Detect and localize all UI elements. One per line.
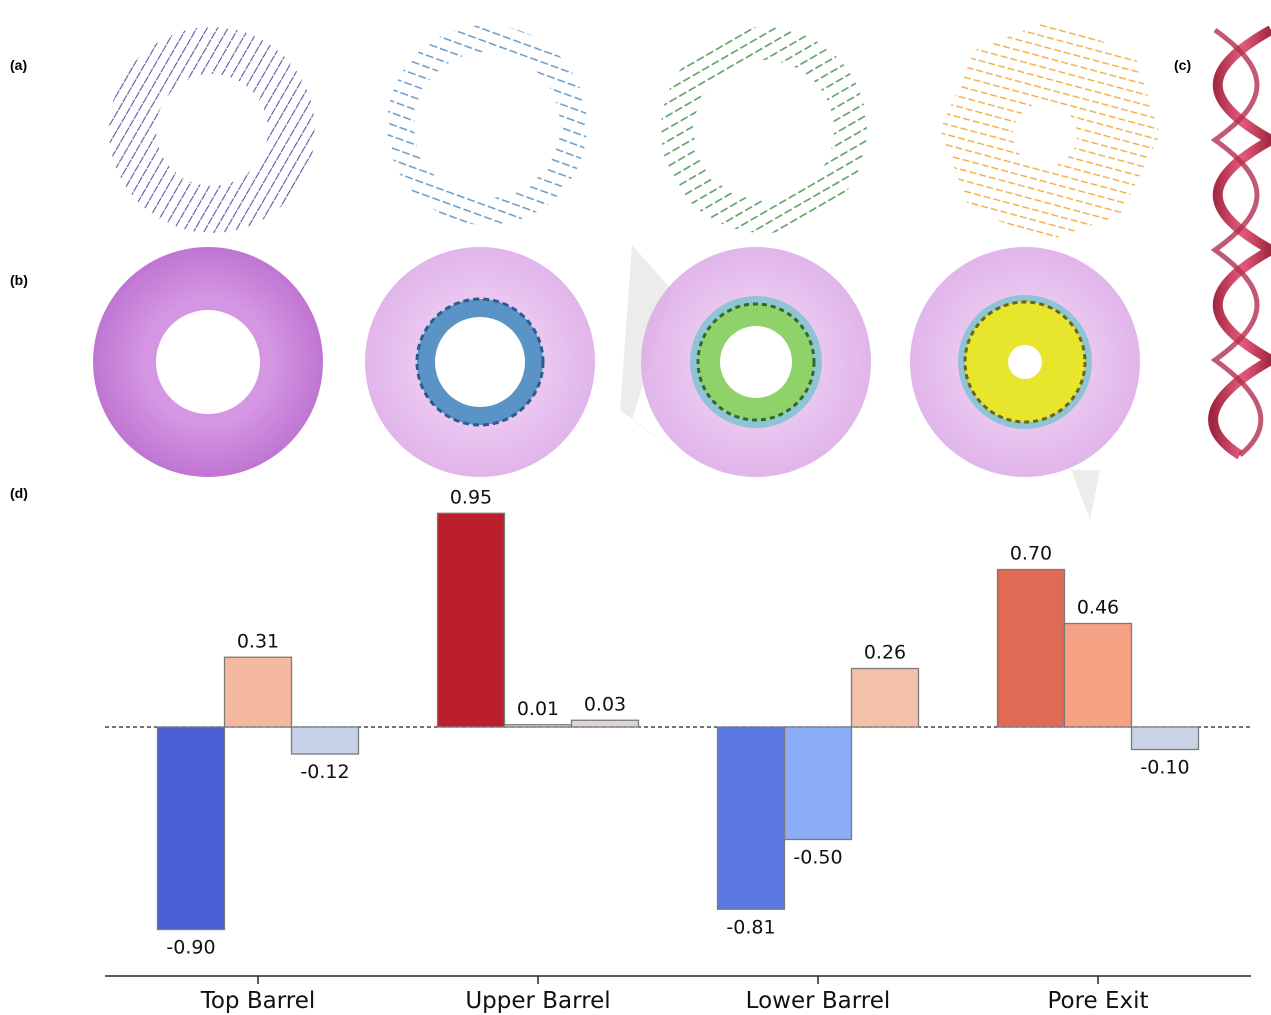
- value-label-lower-barrel-3: 0.26: [864, 642, 906, 664]
- bar-top-barrel-1: [156, 726, 226, 931]
- surface-pore-exit: [910, 247, 1140, 520]
- bar-upper-barrel-3: [570, 719, 640, 728]
- category-label-upper-barrel: Upper Barrel: [465, 988, 610, 1014]
- bar-top-barrel-2: [223, 656, 293, 728]
- category-label-pore-exit: Pore Exit: [1047, 988, 1148, 1014]
- panel-label-c: (c): [1174, 57, 1192, 73]
- panel-b-surfaces: [93, 245, 1140, 520]
- value-label-top-barrel-3: -0.12: [300, 761, 349, 783]
- bar-top-barrel-3: [290, 726, 360, 755]
- panel-label-d: (d): [10, 485, 28, 501]
- surface-upper-barrel: [365, 247, 595, 477]
- bar-lower-barrel-2: [783, 726, 853, 841]
- panel-label-a: (a): [10, 57, 28, 73]
- bar-lower-barrel-1: [716, 726, 786, 910]
- surface-top-barrel: [93, 247, 323, 477]
- vector-ring-lower-barrel: [661, 27, 867, 233]
- bar-pore-exit-1: [996, 568, 1066, 728]
- value-label-pore-exit-3: -0.10: [1140, 757, 1189, 779]
- value-label-pore-exit-1: 0.70: [1010, 543, 1052, 565]
- value-label-lower-barrel-2: -0.50: [793, 847, 842, 869]
- bar-pore-exit-3: [1130, 726, 1200, 751]
- value-label-upper-barrel-1: 0.95: [450, 486, 492, 508]
- surface-lower-barrel: [620, 245, 871, 477]
- panel-a-vector-fields: [109, 20, 1160, 240]
- value-label-top-barrel-2: 0.31: [237, 630, 279, 652]
- bar-lower-barrel-3: [850, 667, 920, 728]
- vector-ring-upper-barrel: [387, 25, 587, 225]
- category-label-top-barrel: Top Barrel: [200, 988, 316, 1014]
- panel-c-helix: [1208, 25, 1271, 460]
- value-label-upper-barrel-3: 0.03: [584, 693, 626, 715]
- value-labels-group: -0.90 0.31 -0.12 0.95 0.01 0.03 -0.81 -0.50 0.26…: [166, 486, 1189, 958]
- category-labels-group: Top Barrel Upper Barrel Lower Barrel Pore E…: [200, 976, 1149, 1014]
- value-label-lower-barrel-1: -0.81: [726, 916, 775, 938]
- vector-ring-pore-exit: [940, 20, 1160, 240]
- bar-upper-barrel-2: [503, 724, 573, 728]
- bar-pore-exit-2: [1063, 622, 1133, 728]
- value-label-top-barrel-1: -0.90: [166, 937, 215, 959]
- bars-group: [156, 512, 1200, 931]
- value-label-upper-barrel-2: 0.01: [517, 698, 559, 720]
- value-label-pore-exit-2: 0.46: [1077, 597, 1119, 619]
- panel-d-bar-chart: -0.90 0.31 -0.12 0.95 0.01 0.03 -0.81 -0.50 0.26…: [105, 486, 1251, 1014]
- vector-ring-top-barrel: [109, 27, 315, 233]
- panel-label-b: (b): [10, 272, 28, 288]
- category-label-lower-barrel: Lower Barrel: [746, 988, 891, 1014]
- bar-upper-barrel-1: [436, 512, 506, 728]
